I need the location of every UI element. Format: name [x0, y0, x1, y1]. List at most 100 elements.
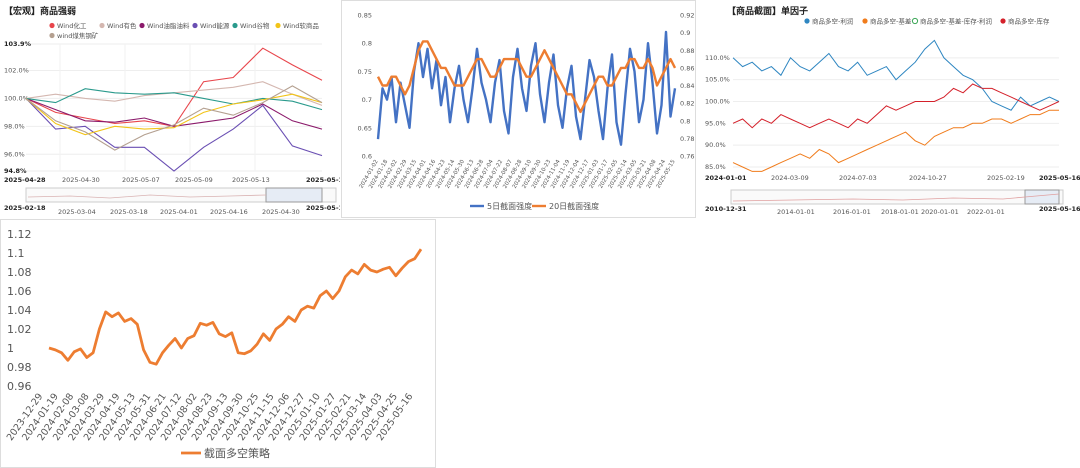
legend-label: 商品多空-库存: [1008, 17, 1050, 26]
long-short-strategy-chart: 1.121.11.081.061.041.0210.980.962023-12-…: [5, 228, 423, 460]
y-right-tick-label: 0.82: [680, 100, 694, 108]
y-right-tick-label: 0.92: [680, 12, 694, 20]
y-tick-label: 100.0%: [705, 98, 730, 106]
y-tick-label: 0.96: [7, 380, 32, 393]
x-tick-label: 2025-04-30: [62, 176, 100, 184]
y-right-tick-label: 0.78: [680, 135, 694, 143]
navigator-tick-label: 2025-04-30: [262, 208, 300, 216]
y-right-tick-label: 0.86: [680, 64, 694, 72]
x-tick-label: 2025-05-07: [122, 176, 160, 184]
y-tick-label: 105.0%: [705, 76, 730, 84]
series-line: [25, 88, 323, 111]
navigator-tick-label: 2025-03-04: [58, 208, 96, 216]
y-left-tick-label: 0.85: [358, 12, 372, 20]
series-line: [25, 85, 323, 151]
x-tick-label: 2025-04-28: [4, 176, 46, 184]
navigator-tick-label: 2025-04-16: [210, 208, 248, 216]
chart-title: 【商品截面】单因子: [727, 5, 808, 17]
legend-marker: [139, 22, 145, 29]
legend-label: Wind油脂油料: [147, 21, 190, 30]
commodity-strength-panel: 【宏观】商品强弱 Wind化工 Wind有色 Wind油脂油料 Wind能源 Wind谷物…: [0, 0, 340, 218]
series-line: [376, 30, 677, 146]
legend-label: 20日截面强度: [549, 201, 599, 211]
legend-label: 商品多空-利润: [812, 17, 853, 26]
navigator-frame: [730, 189, 1064, 205]
legend-label: Wind有色: [107, 21, 137, 30]
navigator-tick-label: 2010-12-31: [705, 205, 747, 213]
navigator-window: [1024, 189, 1060, 205]
y-tick-label: 90.0%: [705, 141, 726, 149]
x-tick-label: 2025-02-19: [987, 174, 1025, 182]
series-line: [25, 47, 323, 127]
y-left-tick-label: 0.65: [358, 124, 372, 132]
y-left-tick-label: 0.8: [362, 40, 372, 48]
x-tick-label: 2024-01-01: [705, 174, 747, 182]
navigator-frame: [25, 187, 337, 203]
x-tick-label: 2025-05-16: [306, 176, 340, 184]
y-left-tick-label: 0.7: [362, 96, 372, 104]
legend-label: Wind能源: [200, 21, 230, 30]
cross-section-strength-panel: 0.85 0.8 0.75 0.7 0.65 0.6 0.92 0.9 0.88 0.86 0.84…: [341, 0, 696, 218]
legend-label: 截面多空策略: [204, 446, 270, 460]
x-tick-label: 2025-05-09: [175, 176, 213, 184]
y-tick-label: 102.0%: [4, 67, 29, 75]
y-tick-label: 1: [7, 342, 14, 355]
navigator-tick-label: 2025-04-01: [160, 208, 198, 216]
single-factor-panel: 【商品截面】单因子 商品多空-利润 商品多空-基差 商品多空-基差-库存-利润 商品多空…: [703, 0, 1080, 218]
y-right-tick-label: 0.9: [680, 29, 690, 37]
legend-label: Wind化工: [57, 21, 87, 30]
navigator-series: [732, 193, 1060, 202]
legend-marker: [49, 32, 55, 39]
navigator-tick-label: 2022-01-01: [967, 208, 1005, 216]
commodity-strength-chart: 【宏观】商品强弱 Wind化工 Wind有色 Wind油脂油料 Wind能源 Wind谷物…: [4, 5, 340, 216]
y-tick-label: 1.04: [7, 304, 32, 317]
legend-marker: [99, 22, 105, 29]
y-right-tick-label: 0.84: [680, 82, 694, 90]
navigator-tick-label: 2018-01-01: [881, 208, 919, 216]
legend-label: 商品多空-基差: [870, 17, 912, 26]
y-tick-label: 103.9%: [4, 40, 32, 48]
x-tick-label: 2024-07-03: [839, 174, 877, 182]
y-tick-label: 96.0%: [4, 150, 25, 158]
long-short-strategy-panel: 1.12 1.1 1.08 1.06 1.04 1.02 1 0.98 0.96 2023-12-…: [0, 219, 436, 468]
navigator-tick-label: 2025-02-18: [4, 204, 46, 212]
y-tick-label: 110.0%: [705, 54, 730, 62]
series-line: [732, 83, 1060, 129]
legend-marker: [804, 18, 810, 24]
legend-label: 5日截面强度: [487, 201, 532, 211]
series-line: [25, 98, 323, 172]
y-tick-label: 1.12: [7, 228, 32, 241]
y-tick-label: 95.0%: [705, 119, 726, 127]
legend-marker: [862, 18, 868, 24]
chart-title: 【宏观】商品强弱: [4, 5, 76, 17]
y-right-tick-label: 0.8: [680, 117, 690, 125]
series-line: [25, 97, 323, 130]
navigator-tick-label: 2014-01-01: [777, 208, 815, 216]
y-right-tick-label: 0.88: [680, 47, 694, 55]
navigator-tick-label: 2025-05-16: [306, 204, 340, 212]
x-tick-label: 2025-05-13: [232, 176, 270, 184]
y-left-tick-label: 0.75: [358, 68, 372, 76]
y-tick-label: 1.02: [7, 323, 32, 336]
legend-label: Wind软商品: [283, 21, 319, 30]
legend-marker: [275, 22, 281, 29]
y-tick-label: 94.8%: [4, 167, 27, 175]
series-line: [25, 81, 323, 106]
navigator-tick-label: 2025-03-18: [110, 208, 148, 216]
x-tick-label: 2024-03-09: [771, 174, 809, 182]
legend-marker: [232, 22, 238, 29]
legend-marker: [911, 17, 919, 25]
y-tick-label: 1.1: [7, 247, 25, 260]
legend-marker: [49, 22, 55, 29]
legend-marker: [1000, 18, 1006, 24]
y-tick-label: 98.0%: [4, 122, 25, 130]
navigator-tick-label: 2025-05-16: [1039, 205, 1080, 213]
legend-marker: [192, 22, 198, 29]
y-right-tick-label: 0.76: [680, 153, 694, 161]
navigator-series: [27, 194, 267, 199]
legend-label: Wind谷物: [240, 21, 270, 30]
navigator-tick-label: 2020-01-01: [921, 208, 959, 216]
y-left-tick-label: 0.6: [362, 153, 372, 161]
cross-section-strength-chart: 0.85 0.8 0.75 0.7 0.65 0.6 0.92 0.9 0.88 0.86 0.84…: [358, 12, 695, 212]
